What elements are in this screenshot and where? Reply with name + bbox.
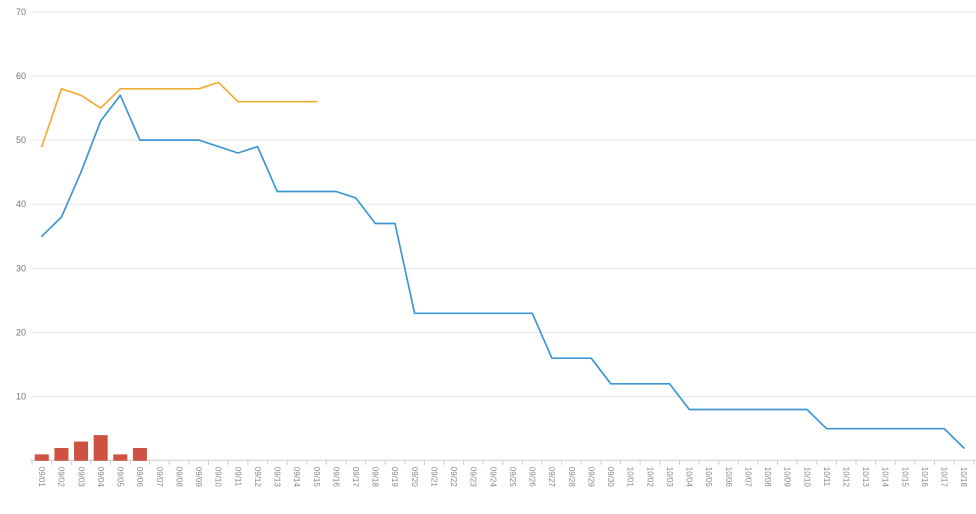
x-axis-label: 09/26 — [528, 467, 537, 488]
y-axis-label: 30 — [16, 263, 26, 273]
x-axis-label: 09/27 — [547, 467, 556, 488]
x-axis-label: 09/01 — [37, 467, 46, 488]
x-axis-label: 09/08 — [174, 467, 183, 488]
x-axis-label: 09/05 — [116, 467, 125, 488]
x-axis-label: 09/15 — [312, 467, 321, 488]
y-axis-label: 20 — [16, 327, 26, 337]
x-axis-label: 10/12 — [842, 467, 851, 488]
x-axis-label: 09/10 — [214, 467, 223, 488]
x-axis-label: 09/23 — [469, 467, 478, 488]
orange-line-series — [40, 81, 318, 148]
x-axis-label: 10/04 — [685, 467, 694, 488]
x-axis-label: 09/22 — [449, 467, 458, 488]
x-axis-label: 09/21 — [429, 467, 438, 488]
x-axis-label: 09/07 — [155, 467, 164, 488]
x-axis-label: 09/17 — [351, 467, 360, 488]
x-axis-label: 09/11 — [233, 467, 242, 487]
x-axis-label: 09/16 — [331, 467, 340, 488]
bar-09/03 — [74, 441, 89, 461]
x-axis-label: 09/29 — [586, 467, 595, 488]
x-axis-label: 10/18 — [959, 467, 968, 488]
x-axis-label: 09/04 — [96, 467, 105, 488]
x-axis-label: 10/13 — [861, 467, 870, 488]
blue-line-series — [40, 94, 965, 449]
x-axis-label: 09/09 — [194, 467, 203, 488]
x-axis-label: 10/09 — [783, 467, 792, 488]
x-axis-label: 09/19 — [390, 467, 399, 488]
x-axis-label: 09/18 — [371, 467, 380, 488]
y-axis-label: 10 — [16, 392, 26, 402]
x-axis-label: 09/25 — [508, 467, 517, 488]
x-axis-label: 09/30 — [606, 467, 615, 488]
bar-09/06 — [132, 447, 147, 461]
bar-09/02 — [54, 447, 69, 461]
x-axis-label: 10/02 — [645, 467, 654, 488]
x-axis-label: 10/03 — [665, 467, 674, 488]
y-axis-label: 60 — [16, 71, 26, 81]
x-axis-label: 10/17 — [940, 467, 949, 488]
x-axis-label: 09/24 — [488, 467, 497, 488]
y-axis-label: 70 — [16, 7, 26, 17]
bar-09/01 — [34, 454, 49, 461]
x-axis-label: 09/14 — [292, 467, 301, 488]
bar-09/05 — [113, 454, 128, 461]
x-axis-label: 10/11 — [822, 467, 831, 487]
x-axis-label: 10/08 — [763, 467, 772, 488]
x-axis-label: 09/13 — [273, 467, 282, 488]
x-axis-label: 10/07 — [743, 467, 752, 488]
x-axis-label: 09/03 — [76, 467, 85, 488]
x-axis-label: 10/10 — [802, 467, 811, 488]
x-axis-label: 10/15 — [900, 467, 909, 488]
bar-09/04 — [93, 435, 108, 461]
x-axis-label: 10/16 — [920, 467, 929, 488]
x-axis-label: 09/12 — [253, 467, 262, 488]
x-axis-label: 10/06 — [724, 467, 733, 488]
x-axis-label: 09/28 — [567, 467, 576, 488]
x-axis-label: 09/20 — [410, 467, 419, 488]
x-axis-label: 09/02 — [57, 467, 66, 488]
y-axis-label: 40 — [16, 199, 26, 209]
x-axis-label: 10/01 — [626, 467, 635, 488]
x-axis-label: 09/06 — [135, 467, 144, 488]
x-axis-label: 10/14 — [881, 467, 890, 488]
y-axis-label: 50 — [16, 135, 26, 145]
x-axis-label: 10/05 — [704, 467, 713, 488]
